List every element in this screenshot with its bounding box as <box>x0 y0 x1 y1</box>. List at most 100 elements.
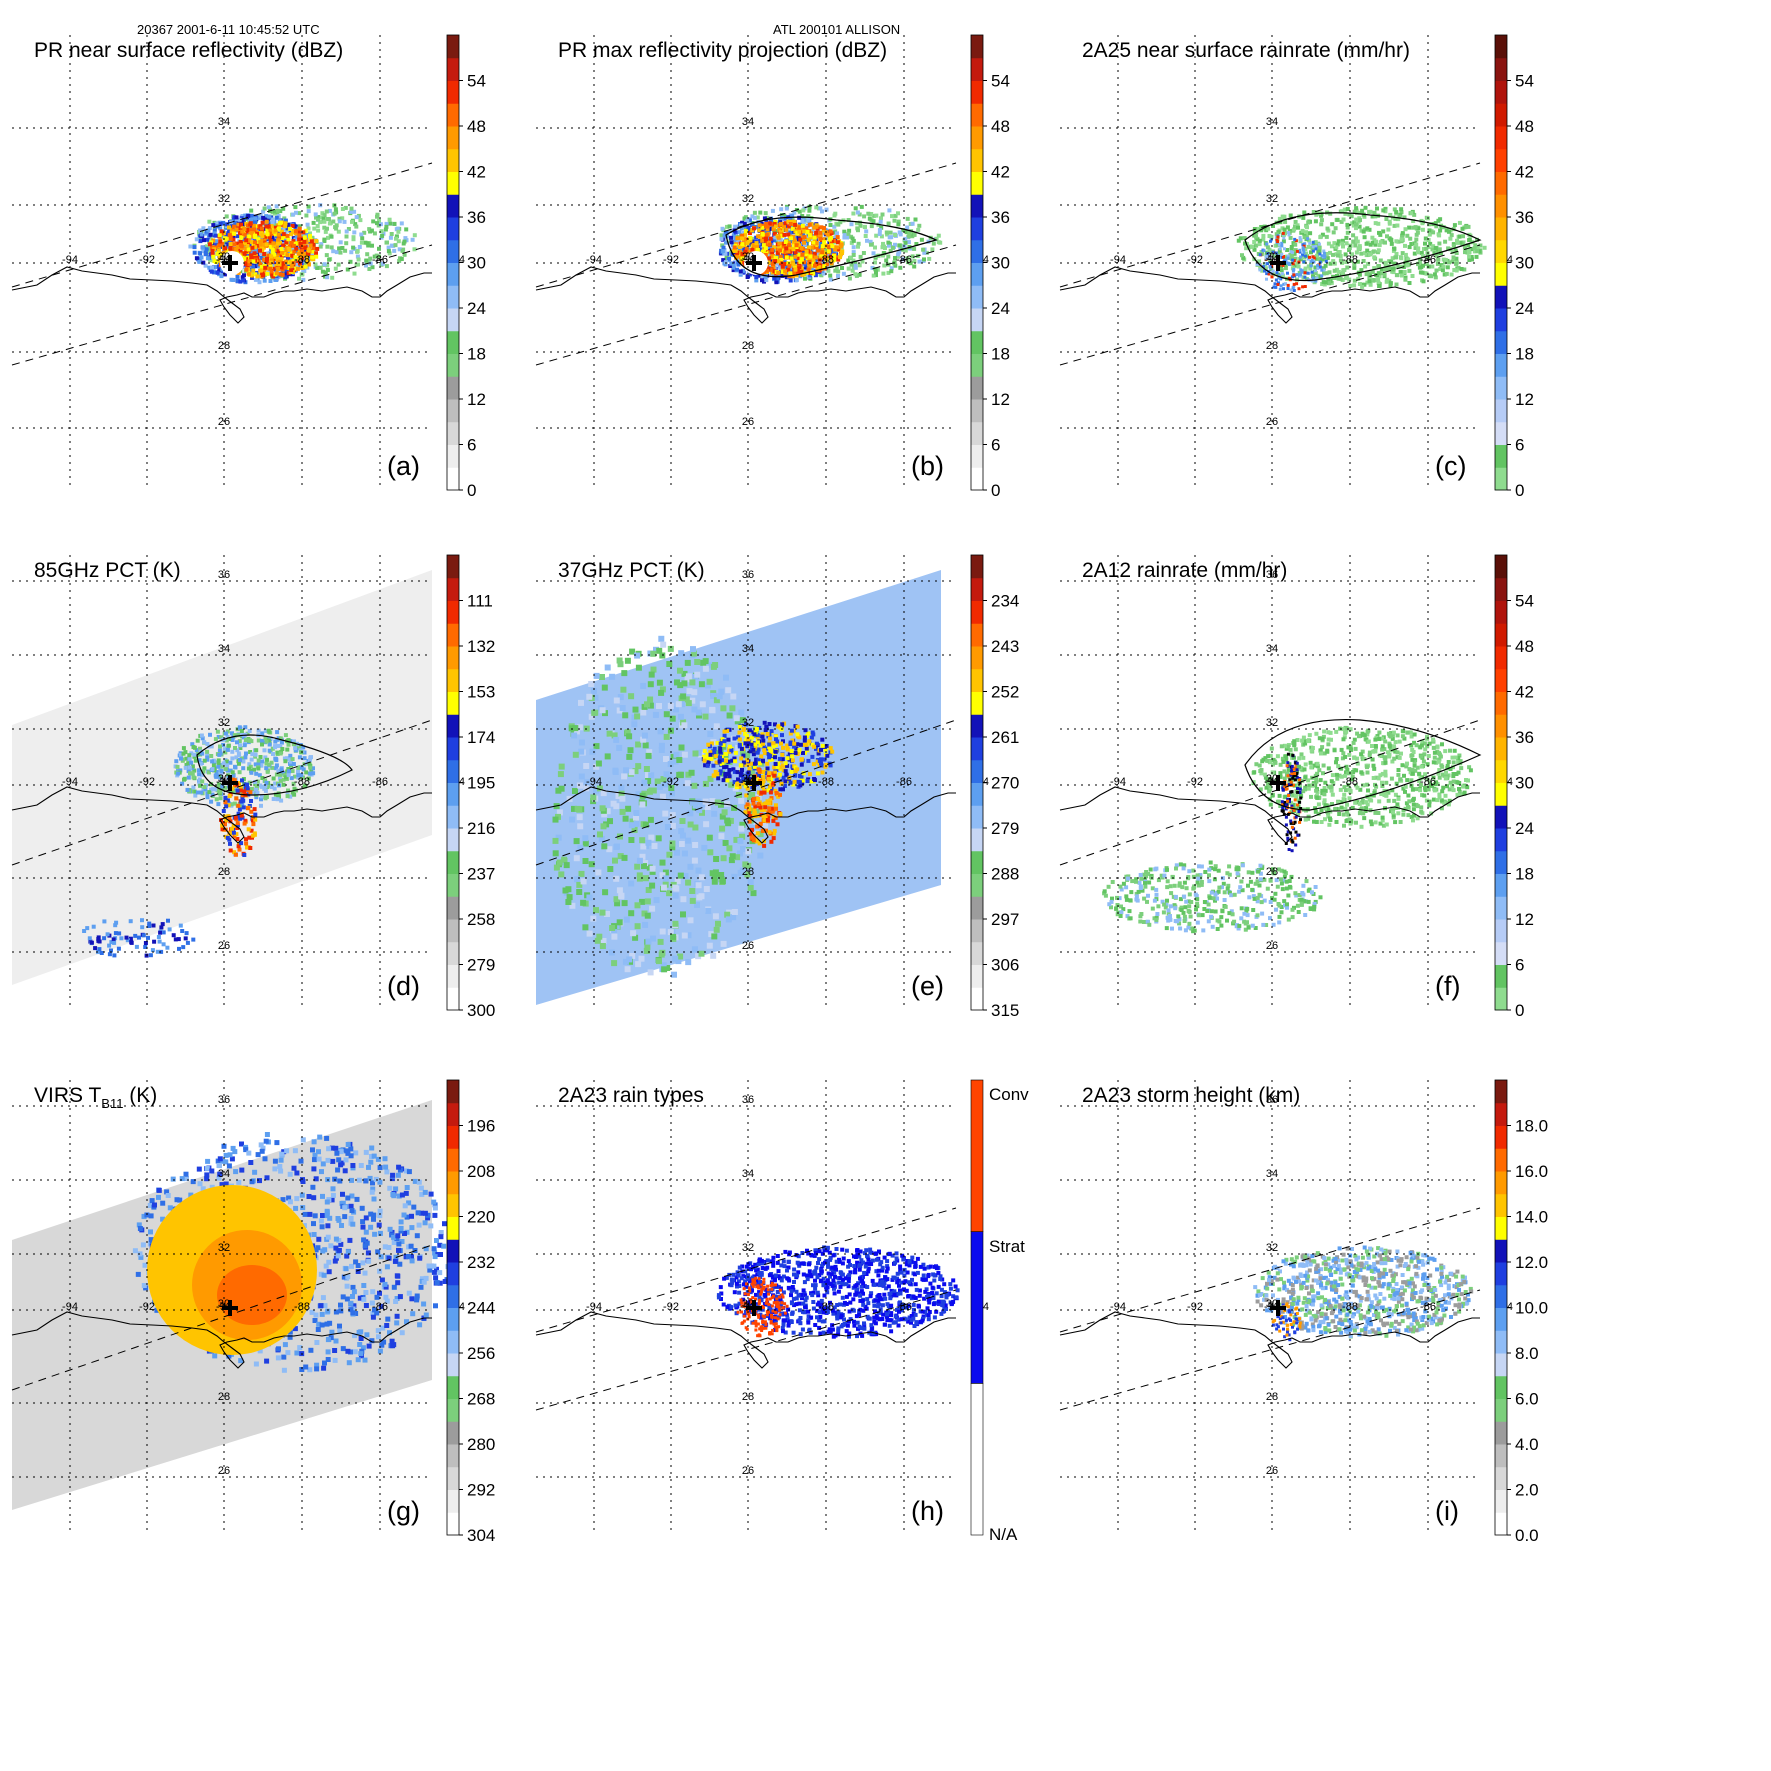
data-pixel <box>246 213 251 218</box>
data-pixel <box>793 270 798 275</box>
data-pixel <box>392 248 397 253</box>
data-pixel <box>1319 218 1324 223</box>
data-pixel <box>387 217 392 222</box>
lat-label: 28 <box>742 340 754 352</box>
data-pixel <box>1352 278 1357 283</box>
data-pixel <box>781 254 786 259</box>
data-pixel <box>810 270 815 275</box>
data-pixel <box>267 261 272 266</box>
data-pixel <box>1416 250 1420 255</box>
data-pixel <box>1275 271 1279 275</box>
data-pixel <box>1467 258 1472 262</box>
data-pixel <box>260 759 265 764</box>
data-pixel <box>326 217 330 221</box>
data-pixel <box>1293 224 1297 229</box>
data-pixel <box>392 221 397 226</box>
panel-title: PR max reflectivity projection (dBZ) <box>558 39 887 62</box>
data-pixel <box>395 226 400 231</box>
data-pixel <box>244 247 249 251</box>
data-pixel <box>1376 271 1381 276</box>
data-pixel <box>1378 258 1383 263</box>
data-pixel <box>754 241 759 246</box>
data-pixel <box>769 254 774 259</box>
data-pixel <box>297 226 302 231</box>
data-pixel <box>868 239 873 244</box>
data-pixel <box>792 210 797 215</box>
data-pixel <box>898 232 903 237</box>
data-pixel <box>851 211 856 216</box>
data-pixel <box>82 929 87 933</box>
data-pixel <box>212 270 217 275</box>
colorbar-tick-label: 0 <box>1515 481 1524 500</box>
data-pixel <box>218 226 223 231</box>
data-pixel <box>242 251 247 256</box>
data-pixel <box>757 852 764 859</box>
colorbar-segment <box>447 126 459 150</box>
data-pixel <box>893 213 898 218</box>
data-pixel <box>896 219 901 224</box>
data-pixel <box>770 247 775 252</box>
data-pixel <box>236 244 240 249</box>
data-pixel <box>819 242 824 246</box>
data-pixel <box>826 268 831 273</box>
data-pixel <box>738 223 743 228</box>
data-pixel <box>712 869 719 876</box>
data-pixel <box>272 252 277 257</box>
data-pixel <box>1423 241 1427 246</box>
data-pixel <box>652 711 659 718</box>
lon-label: -92 <box>139 776 155 788</box>
data-pixel <box>1318 265 1322 269</box>
data-pixel <box>813 255 818 260</box>
data-pixel <box>1403 275 1408 280</box>
colorbar-segment <box>447 80 459 104</box>
data-pixel <box>303 245 308 250</box>
data-pixel <box>191 775 196 780</box>
data-pixel <box>300 249 305 254</box>
data-pixel <box>218 258 222 263</box>
data-pixel <box>307 771 312 776</box>
data-pixel <box>1259 225 1264 229</box>
data-pixel <box>1336 250 1341 255</box>
data-pixel <box>303 248 308 253</box>
data-pixel <box>1258 253 1262 257</box>
data-pixel <box>927 256 932 261</box>
data-pixel <box>789 236 793 241</box>
data-pixel <box>810 229 815 234</box>
data-pixel <box>805 254 809 259</box>
data-pixel <box>212 228 217 233</box>
data-pixel <box>283 221 288 226</box>
data-pixel <box>306 209 311 214</box>
data-pixel <box>820 259 825 264</box>
data-pixel <box>859 204 864 209</box>
data-pixel <box>780 270 785 275</box>
data-pixel <box>706 942 713 949</box>
data-pixel <box>293 746 298 751</box>
data-pixel <box>883 246 887 250</box>
data-pixel <box>230 749 235 754</box>
data-pixel <box>242 235 246 240</box>
data-pixel <box>356 262 360 267</box>
colorbar-segment <box>1495 308 1507 332</box>
data-pixel <box>1363 251 1368 256</box>
data-pixel <box>1407 268 1412 273</box>
data-pixel <box>822 240 827 245</box>
colorbar-tick-label: 36 <box>467 208 486 227</box>
colorbar-segment <box>447 308 459 332</box>
data-pixel <box>177 946 181 951</box>
data-pixel <box>779 257 784 262</box>
data-pixel <box>1459 267 1464 271</box>
colorbar-tick-label: 153 <box>467 683 495 702</box>
data-pixel <box>266 728 271 733</box>
data-pixel <box>1311 240 1315 244</box>
data-pixel <box>296 251 301 256</box>
data-pixel <box>1454 256 1459 261</box>
data-pixel <box>281 227 286 231</box>
data-pixel <box>334 250 339 255</box>
data-pixel <box>783 269 788 274</box>
data-pixel <box>635 961 642 968</box>
data-pixel <box>208 258 213 263</box>
data-pixel <box>821 257 825 262</box>
data-pixel <box>247 238 251 243</box>
lon-label: -86 <box>372 254 388 266</box>
data-pixel <box>719 825 726 832</box>
